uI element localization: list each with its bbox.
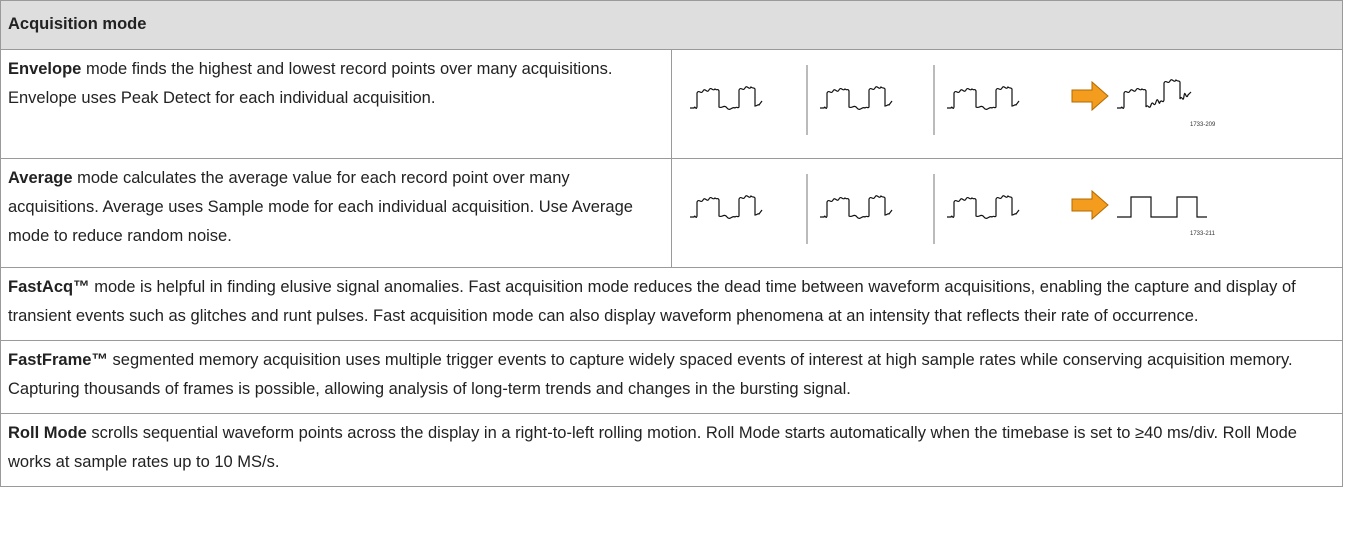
- description: mode finds the highest and lowest record…: [8, 60, 613, 107]
- average-figure: 1733-211: [689, 174, 1216, 244]
- description: scrolls sequential waveform points acros…: [8, 424, 1297, 471]
- description: mode is helpful in finding elusive signa…: [8, 278, 1296, 325]
- term: FastFrame™: [8, 351, 108, 369]
- cell: Roll Mode scrolls sequential waveform po…: [0, 413, 1343, 487]
- row: Average mode calculates the average valu…: [0, 158, 1343, 268]
- envelope-figure: 1733-209: [689, 65, 1216, 135]
- description: mode calculates the average value for ea…: [8, 169, 633, 245]
- row: FastAcq™ mode is helpful in finding elus…: [0, 267, 1343, 341]
- cell: FastFrame™ segmented memory acquisition …: [0, 340, 1343, 414]
- figure-label: 1733-209: [1190, 122, 1216, 128]
- figure-cell: 1733-209: [671, 49, 1343, 159]
- acquisition-table: Acquisition mode Envelope mode finds the…: [0, 0, 1343, 487]
- term: FastAcq™: [8, 278, 90, 296]
- cell: Envelope mode finds the highest and lowe…: [0, 49, 672, 159]
- row: Envelope mode finds the highest and lowe…: [0, 49, 1343, 159]
- term: Roll Mode: [8, 424, 87, 442]
- term: Average: [8, 169, 73, 187]
- row: Roll Mode scrolls sequential waveform po…: [0, 413, 1343, 487]
- description: segmented memory acquisition uses multip…: [8, 351, 1293, 398]
- figure-cell: 1733-211: [671, 158, 1343, 268]
- cell: FastAcq™ mode is helpful in finding elus…: [0, 267, 1343, 341]
- term: Envelope: [8, 60, 82, 78]
- table-header: Acquisition mode: [0, 0, 1343, 50]
- figure-label: 1733-211: [1190, 231, 1216, 237]
- row: FastFrame™ segmented memory acquisition …: [0, 340, 1343, 414]
- cell: Average mode calculates the average valu…: [0, 158, 672, 268]
